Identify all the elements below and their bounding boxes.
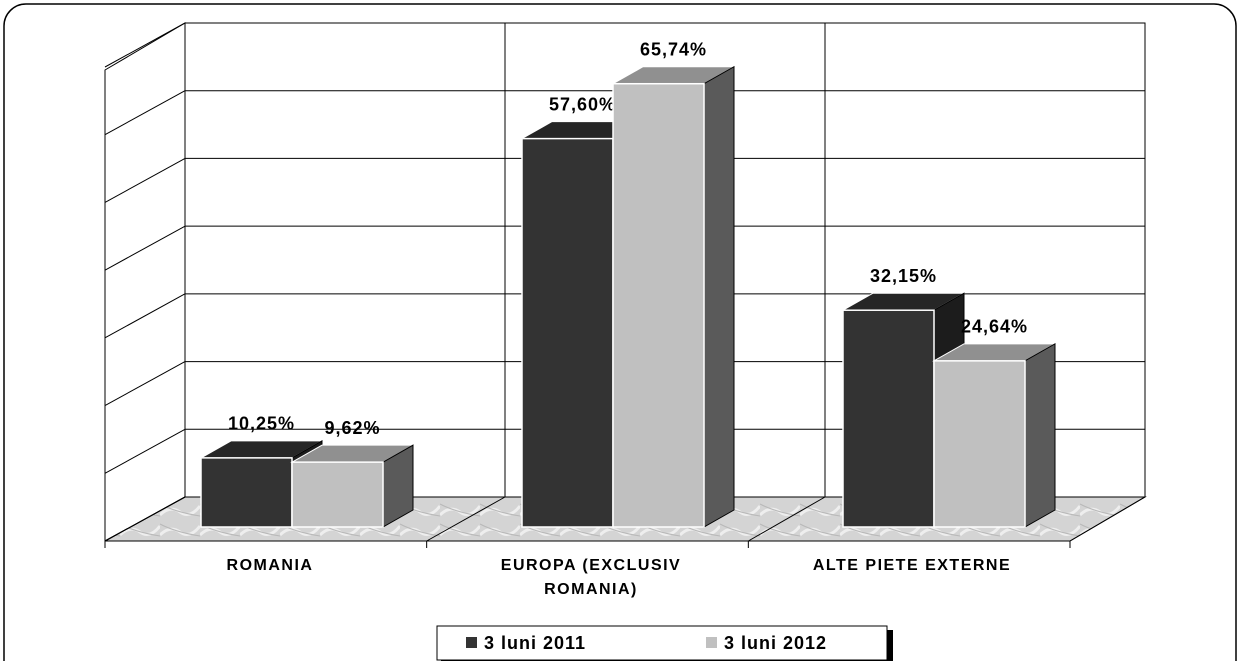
bar-front (291, 461, 384, 528)
bar-front (842, 309, 935, 528)
bar (611, 65, 736, 528)
floor-divider (748, 496, 826, 542)
frame (3, 3, 1237, 661)
value-label: 57,60% (549, 94, 616, 114)
x-tick-label: ALTE PIETE EXTERNE (812, 557, 1012, 574)
legend-box (436, 625, 888, 661)
side-grid-line (104, 428, 186, 474)
legend-label: 3 luni 2011 (484, 633, 586, 653)
legend: 3 luni 2011 3 luni 2012 (436, 625, 893, 661)
left-wall (104, 22, 186, 542)
legend-swatch (706, 637, 717, 648)
x-tick-label: ROMANIA (226, 557, 314, 574)
floor-divider (426, 496, 506, 542)
value-label: 9,62% (324, 418, 380, 438)
x-tick-label: EUROPA (EXCLUSIV ROMANIA) (500, 557, 682, 598)
side-grid-line (104, 22, 186, 68)
side-grid-line (104, 90, 186, 136)
legend-swatch (466, 637, 477, 648)
bar (290, 444, 415, 528)
side-grid-line (104, 361, 186, 407)
bar (932, 342, 1057, 528)
floor-divider (1069, 496, 1146, 542)
side-grid-line (104, 225, 186, 271)
side-grid-line (104, 293, 186, 339)
side-grid-line (104, 157, 186, 203)
bar-side (1024, 342, 1056, 528)
value-label: 65,74% (640, 39, 707, 59)
value-label: 24,64% (961, 317, 1028, 337)
bar-front (200, 457, 293, 528)
floor-divider (104, 496, 186, 542)
value-label: 10,25% (228, 414, 295, 434)
legend-label: 3 luni 2012 (724, 633, 827, 653)
value-label: 32,15% (870, 266, 937, 286)
bar-front (612, 82, 705, 528)
bar-side (703, 65, 735, 528)
bar-front (521, 137, 614, 528)
bar-front (933, 360, 1026, 528)
